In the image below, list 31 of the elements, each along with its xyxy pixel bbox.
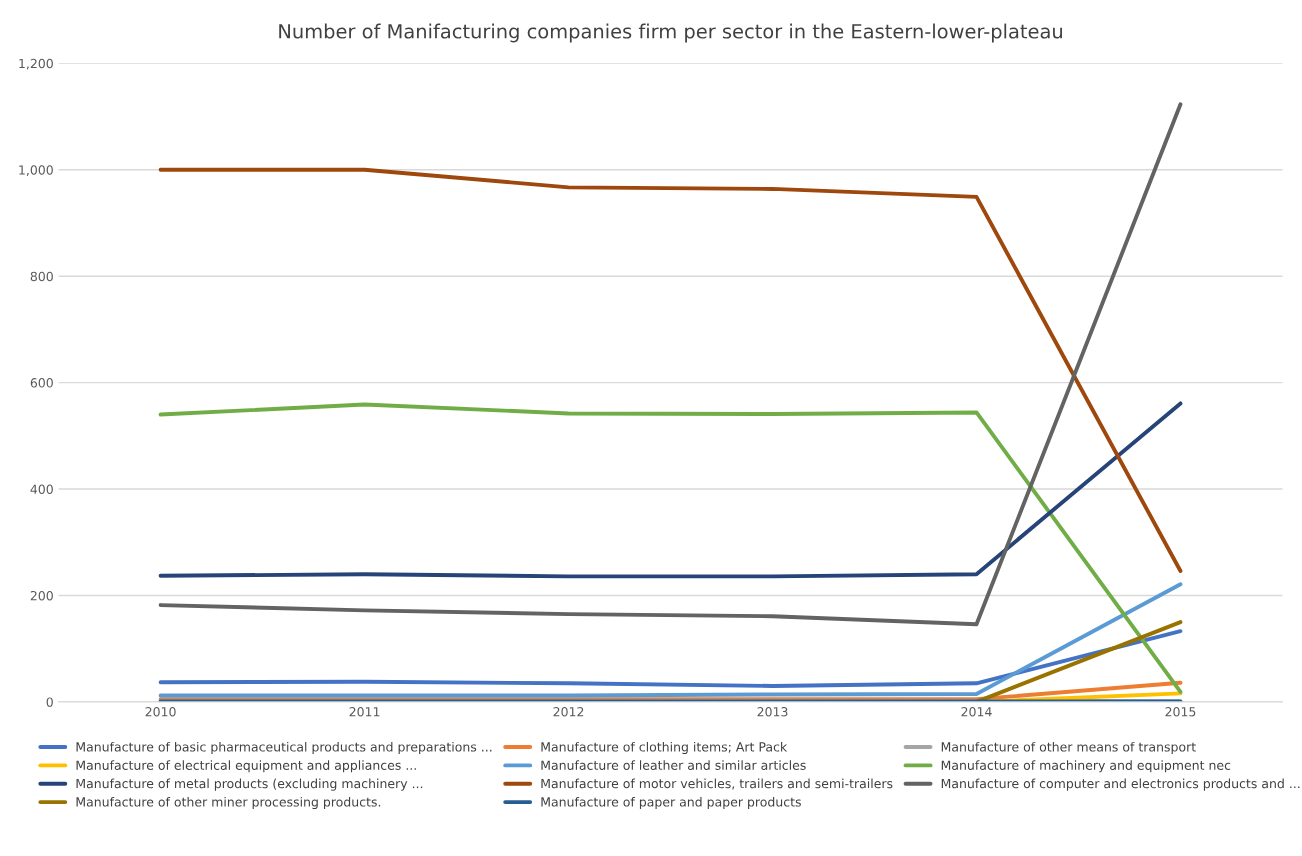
x-tick-label: 2014	[961, 707, 992, 717]
x-tick-label: 2013	[757, 707, 788, 717]
line-series	[158, 629, 1183, 688]
legend-label: Manufacture of paper and paper products	[541, 796, 801, 810]
x-tick-label: 2010	[145, 707, 176, 717]
y-tick-label: 400	[30, 484, 53, 494]
y-tick-label: 800	[30, 271, 53, 282]
line-series	[158, 102, 1183, 627]
y-tick-label: 1,200	[19, 58, 53, 70]
line-series	[158, 582, 1183, 698]
legend-label: Manufacture of computer and electronics products and ...	[941, 778, 1300, 791]
legend-label: Manufacture of metal products (excluding machinery ...	[76, 778, 423, 791]
y-tick-label: 0	[46, 697, 53, 707]
legend-label: Manufacture of motor vehicles, trailers and semi-trailers	[541, 778, 893, 790]
legend-label: Manufacture of machinery and equipment nec	[941, 760, 1231, 773]
x-tick-label: 2012	[553, 707, 584, 717]
legend-label: Manufacture of clothing items; Art Pack	[541, 741, 788, 754]
legend-label: Manufacture of other miner processing products.	[76, 796, 381, 810]
legend-label: Manufacture of electrical equipment and appliances ...	[76, 760, 416, 773]
legend-label: Manufacture of leather and similar articles	[541, 760, 806, 770]
y-tick-label: 1,000	[19, 165, 53, 176]
legend-label: Manufacture of basic pharmaceutical products and preparations ...	[76, 741, 492, 754]
line-series	[158, 167, 1183, 573]
x-tick-label: 2015	[1165, 707, 1196, 717]
x-tick-label: 2011	[349, 707, 380, 717]
legend-label: Manufacture of other means of transport	[941, 741, 1196, 754]
y-tick-label: 600	[30, 378, 53, 388]
chart-title: Number of Manifacturing companies firm per sector in the Eastern-lower-plateau	[279, 23, 1062, 43]
line-series	[158, 402, 1183, 694]
y-tick-label: 200	[30, 590, 53, 601]
line-series	[158, 401, 1183, 579]
